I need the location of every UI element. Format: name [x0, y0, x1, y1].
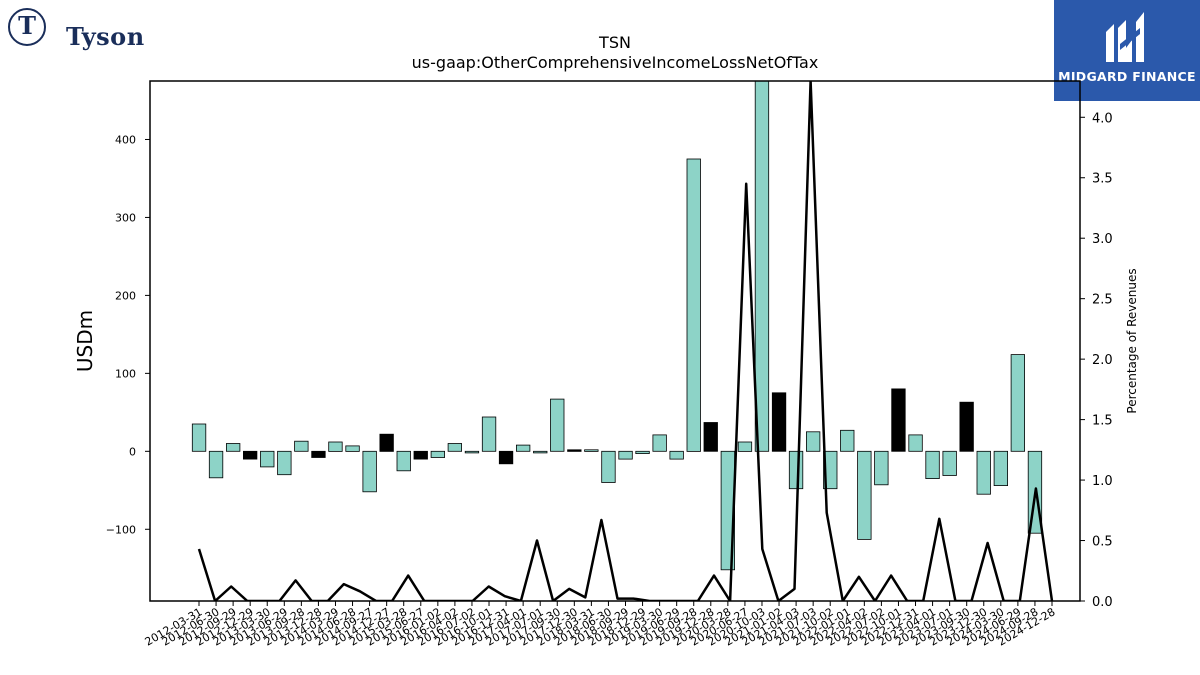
tyson-emblem-icon	[8, 8, 46, 46]
y-axis-label: USDm	[73, 310, 97, 372]
bar	[959, 401, 974, 452]
midgard-wordmark: MIDGARD FINANCE	[1058, 69, 1196, 84]
tyson-wordmark: Tyson	[66, 22, 145, 51]
y-tick-label: 200	[115, 289, 136, 302]
bar	[925, 450, 940, 479]
bar	[396, 450, 411, 472]
bar	[294, 440, 309, 452]
bar-group	[191, 81, 1043, 571]
plot-frame	[149, 80, 1081, 602]
bar	[260, 450, 275, 468]
bar	[464, 450, 480, 454]
bar	[362, 450, 377, 493]
y2-tick-label: 0.5	[1092, 535, 1113, 550]
midgard-emblem-icon	[1106, 12, 1144, 62]
bar	[379, 433, 394, 452]
y2-tick-label: 0.0	[1092, 595, 1113, 610]
bar	[345, 445, 360, 452]
bar	[993, 450, 1008, 486]
bar	[277, 450, 292, 476]
y2-tick-label: 1.5	[1092, 414, 1113, 429]
tick-labels: −100 0 100 200 300 400 0.0 0.5 1.0 1.5 2.0 2.5 3.0 3.…	[106, 111, 1113, 648]
bar	[311, 450, 326, 458]
bar	[737, 441, 753, 452]
bar	[823, 450, 838, 490]
y-tick-label: −100	[106, 523, 136, 536]
bar	[976, 450, 991, 495]
y-tick-label: 400	[115, 133, 136, 146]
y2-tick-label: 2.0	[1092, 353, 1113, 368]
bar	[533, 450, 548, 454]
bar	[840, 429, 855, 452]
midgard-finance-logo: MIDGARD FINANCE	[1054, 0, 1200, 101]
y2-tick-label: 3.0	[1092, 232, 1113, 247]
line-series	[197, 81, 1054, 601]
y-tick-label: 100	[115, 367, 136, 380]
bar	[942, 450, 957, 476]
bar	[618, 450, 633, 460]
bar	[635, 450, 650, 454]
bar	[771, 392, 787, 452]
tyson-logo: T Tyson	[8, 8, 144, 52]
bar	[652, 434, 667, 452]
bar	[669, 450, 684, 460]
y2-tick-label: 4.0	[1092, 111, 1113, 126]
y2-tick-label: 1.0	[1092, 474, 1113, 489]
bar	[208, 450, 224, 479]
bar	[498, 450, 514, 465]
bar	[430, 450, 446, 458]
y2-tick-label: 2.5	[1092, 293, 1113, 308]
y2-tick-label: 3.5	[1092, 172, 1113, 187]
percentage-line	[197, 81, 1054, 601]
axes	[145, 80, 1085, 606]
bar	[891, 388, 906, 452]
bar	[225, 443, 241, 452]
bar	[601, 450, 616, 483]
bar	[567, 449, 582, 452]
bar	[191, 423, 207, 452]
tyson-t-glyph: T	[18, 11, 36, 40]
chart-subtitle: us-gaap:OtherComprehensiveIncomeLossNetO…	[412, 53, 819, 72]
bar	[481, 416, 497, 452]
bar	[328, 441, 343, 452]
bar	[413, 450, 428, 460]
bar	[874, 450, 889, 486]
bar	[447, 443, 463, 452]
bar	[550, 398, 565, 452]
chart-title: TSN	[598, 33, 631, 52]
bar	[516, 444, 531, 452]
bar	[703, 422, 718, 452]
bar	[242, 450, 258, 460]
bar	[754, 81, 770, 452]
bar	[686, 158, 701, 452]
bar	[908, 434, 923, 452]
bar	[788, 450, 804, 490]
y2-axis-label: Percentage of Revenues	[1125, 268, 1139, 413]
bar	[806, 431, 821, 452]
bar	[584, 449, 599, 452]
bar	[857, 450, 872, 540]
y-tick-label: 0	[129, 445, 136, 458]
bar	[1010, 354, 1025, 452]
y-tick-label: 300	[115, 211, 136, 224]
